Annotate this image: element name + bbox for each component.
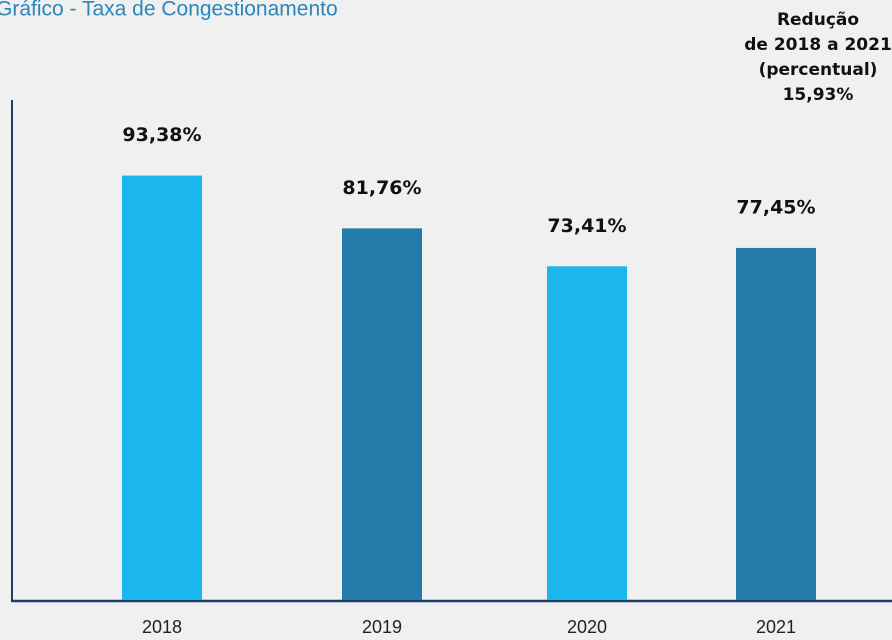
annotation: (percentual) [759,60,878,80]
x-tick-label: 2018 [142,617,182,637]
value-label: 81,76% [342,177,421,199]
annotation: Redução [777,10,859,30]
x-tick-label: 2019 [362,617,402,637]
bar [736,247,816,601]
x-tick-label: 2021 [756,617,796,637]
x-tick-label: 2020 [567,617,607,637]
annotation: 15,93% [783,85,854,105]
bar [547,266,627,600]
value-label: 77,45% [736,196,815,218]
value-label: 73,41% [547,215,626,237]
bar [342,228,422,600]
annotation: de 2018 a 2021 [744,35,892,55]
bar [122,175,202,600]
value-label: 93,38% [122,124,201,146]
chart-title: Gráfico - Taxa de Congestionamento [0,0,338,21]
